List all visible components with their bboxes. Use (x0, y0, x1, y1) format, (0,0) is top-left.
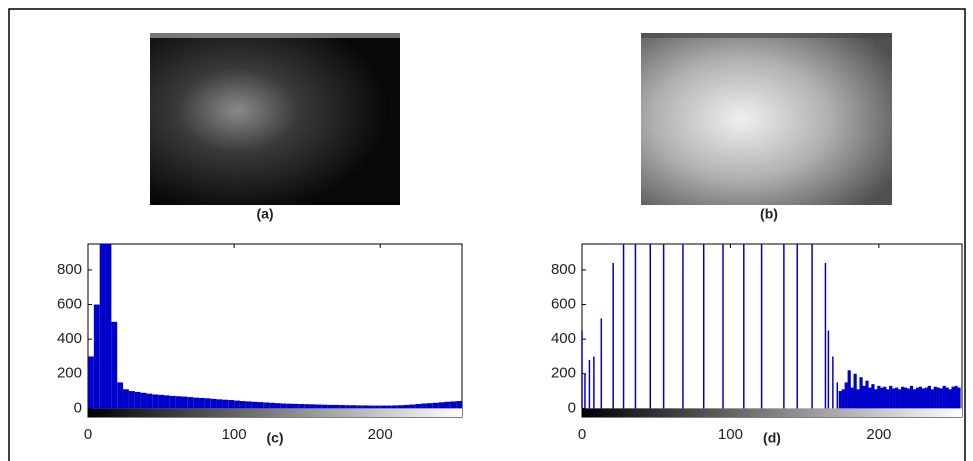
bar (374, 406, 380, 409)
colorbar (88, 408, 462, 417)
bar (94, 305, 100, 409)
bar (339, 405, 345, 408)
bar (363, 405, 369, 408)
y-tick-label: 800 (551, 261, 576, 278)
caption: (d) (763, 430, 781, 446)
bar (386, 406, 392, 409)
bar (345, 405, 351, 408)
bar (328, 405, 334, 408)
image-a (150, 33, 400, 205)
bar (427, 403, 433, 408)
image-a-strip (150, 33, 400, 38)
bar (304, 404, 310, 408)
bar (187, 397, 193, 408)
bar (141, 393, 147, 409)
bar (234, 401, 240, 409)
bar (392, 405, 398, 408)
bar (152, 395, 158, 409)
x-tick-label: 200 (368, 426, 393, 443)
y-tick-label: 800 (57, 261, 82, 278)
bar (439, 402, 445, 408)
x-tick-label: 100 (718, 426, 743, 443)
caption: (c) (266, 430, 283, 446)
bar (404, 405, 410, 408)
bar (415, 404, 421, 408)
x-tick-label: 0 (578, 426, 586, 443)
bar (298, 404, 304, 408)
bar (100, 244, 106, 408)
plot-area (88, 244, 462, 417)
y-tick-label: 400 (57, 330, 82, 347)
y-tick-label: 0 (74, 399, 82, 416)
bar (199, 398, 205, 408)
bar (409, 405, 415, 409)
bar (193, 398, 199, 409)
bar (158, 395, 164, 408)
bar (433, 403, 439, 409)
bar (129, 391, 135, 408)
bar (263, 402, 269, 408)
bar (351, 405, 357, 408)
bar (117, 382, 123, 408)
bar (281, 404, 287, 409)
image-b-strip (641, 33, 892, 38)
bar (135, 392, 141, 408)
bar (252, 402, 258, 409)
bar (333, 405, 339, 408)
bar (228, 400, 234, 408)
caption: (a) (256, 206, 273, 222)
bar (222, 400, 228, 409)
bar (275, 403, 281, 408)
bar (205, 398, 211, 408)
y-tick-label: 200 (57, 365, 82, 382)
x-tick-label: 100 (222, 426, 247, 443)
bar (322, 405, 328, 409)
bar (369, 406, 375, 409)
bar (106, 244, 112, 408)
page: (a) (b) 0 200 400 600 800 0 100 200 (c) 0 200 400 60… (0, 0, 973, 461)
bar (398, 405, 404, 408)
colorbar (582, 408, 962, 417)
x-tick-label: 0 (84, 426, 92, 443)
bar (111, 322, 117, 409)
bar (357, 405, 363, 408)
bar (176, 396, 182, 408)
bar (450, 401, 456, 408)
bar (246, 401, 252, 408)
bar (123, 389, 129, 408)
bar (456, 401, 462, 408)
bar (257, 402, 263, 408)
figure: (a) (b) 0 200 400 600 800 0 100 200 (c) 0 200 400 60… (0, 0, 973, 461)
y-tick-label: 400 (551, 330, 576, 347)
bar (170, 396, 176, 408)
bar (240, 401, 246, 408)
bar (217, 399, 223, 408)
y-tick-label: 200 (551, 365, 576, 382)
bar (287, 404, 293, 409)
bar (164, 395, 170, 408)
bar (380, 406, 386, 409)
bar (444, 402, 450, 409)
bar (182, 397, 188, 409)
y-tick-label: 600 (551, 296, 576, 313)
y-tick-label: 0 (568, 399, 576, 416)
bar (316, 405, 322, 409)
bar (310, 404, 316, 408)
x-tick-label: 200 (866, 426, 891, 443)
image-b (641, 33, 892, 205)
bar (88, 356, 94, 408)
bar (293, 404, 299, 408)
bar (146, 394, 152, 409)
caption: (b) (760, 206, 778, 222)
bar (421, 404, 427, 409)
y-tick-label: 600 (57, 296, 82, 313)
bar (269, 403, 275, 409)
bar (211, 399, 217, 409)
